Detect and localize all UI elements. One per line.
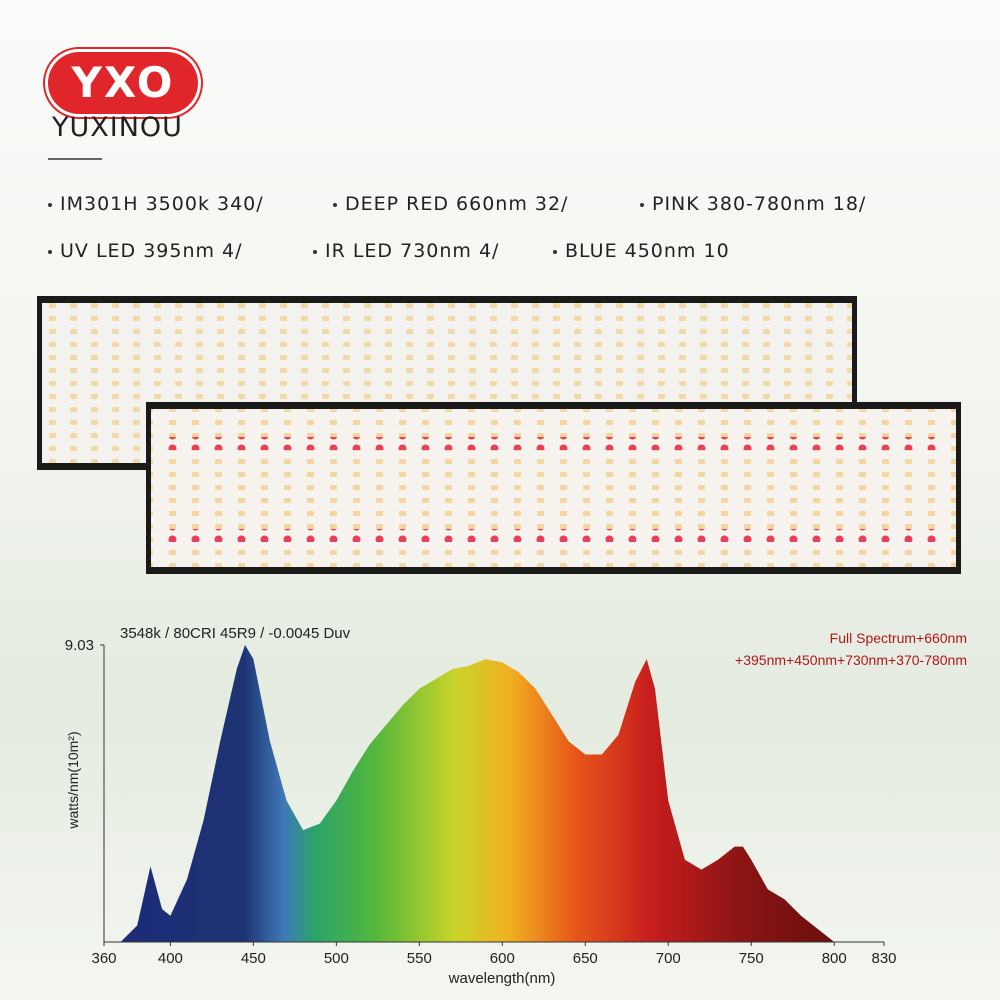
feature: UV LED 395nm 4/ <box>48 240 243 262</box>
x-tick-label: 600 <box>490 950 515 967</box>
x-tick-label: 500 <box>324 950 349 967</box>
y-tick-label: 9.03 <box>65 637 94 654</box>
logo-badge: YXO <box>48 52 198 114</box>
led-row <box>166 529 936 542</box>
x-axis-label: wavelength(nm) <box>448 970 556 987</box>
x-tick-label: 830 <box>871 950 896 967</box>
feature: DEEP RED 660nm 32/ <box>333 193 568 215</box>
legend-text: Full Spectrum+660nm <box>830 630 967 646</box>
feature: IR LED 730nm 4/ <box>313 240 499 262</box>
logo-text: YXO <box>71 58 175 107</box>
x-tick-label: 550 <box>407 950 432 967</box>
feature: IM301H 3500k 340/ <box>48 193 264 215</box>
spectrum-area <box>120 645 835 942</box>
x-tick-label: 400 <box>158 950 183 967</box>
y-axis-label: watts/nm(10m²) <box>65 731 81 829</box>
annotation: 3548k / 80CRI 45R9 / -0.0045 Duv <box>120 625 351 642</box>
feature: PINK 380-780nm 18/ <box>640 193 866 215</box>
divider <box>48 158 102 160</box>
x-tick-label: 360 <box>91 950 116 967</box>
x-tick-label: 650 <box>573 950 598 967</box>
led-row <box>166 437 936 450</box>
brand: YUXINOU <box>52 112 183 143</box>
x-tick-label: 450 <box>241 950 266 967</box>
x-tick-label: 700 <box>656 950 681 967</box>
feature: BLUE 450nm 10 <box>553 240 730 262</box>
led-board-face <box>151 409 956 567</box>
x-tick-label: 800 <box>822 950 847 967</box>
x-tick-label: 750 <box>739 950 764 967</box>
legend-text: +395nm+450nm+730nm+370-780nm <box>735 652 967 668</box>
